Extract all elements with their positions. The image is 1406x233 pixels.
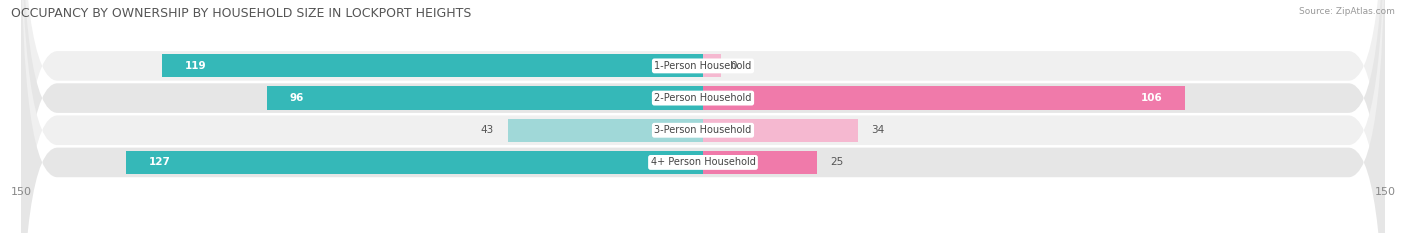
- Text: 106: 106: [1140, 93, 1163, 103]
- Text: 0: 0: [730, 61, 737, 71]
- Bar: [508, 119, 703, 142]
- FancyBboxPatch shape: [21, 0, 1385, 233]
- Bar: [267, 86, 703, 110]
- Bar: [703, 151, 817, 174]
- Text: 34: 34: [872, 125, 884, 135]
- Text: 43: 43: [481, 125, 494, 135]
- Text: Source: ZipAtlas.com: Source: ZipAtlas.com: [1299, 7, 1395, 16]
- Text: 96: 96: [290, 93, 304, 103]
- Bar: [703, 54, 721, 78]
- Text: 1-Person Household: 1-Person Household: [654, 61, 752, 71]
- Text: OCCUPANCY BY OWNERSHIP BY HOUSEHOLD SIZE IN LOCKPORT HEIGHTS: OCCUPANCY BY OWNERSHIP BY HOUSEHOLD SIZE…: [11, 7, 471, 20]
- Text: 2-Person Household: 2-Person Household: [654, 93, 752, 103]
- Text: 127: 127: [149, 158, 170, 168]
- Text: 4+ Person Household: 4+ Person Household: [651, 158, 755, 168]
- Text: 25: 25: [831, 158, 844, 168]
- FancyBboxPatch shape: [21, 0, 1385, 233]
- Bar: [125, 151, 703, 174]
- Bar: [703, 119, 858, 142]
- Bar: [162, 54, 703, 78]
- FancyBboxPatch shape: [21, 0, 1385, 233]
- FancyBboxPatch shape: [21, 0, 1385, 233]
- Text: 3-Person Household: 3-Person Household: [654, 125, 752, 135]
- Text: 119: 119: [184, 61, 207, 71]
- Bar: [703, 86, 1185, 110]
